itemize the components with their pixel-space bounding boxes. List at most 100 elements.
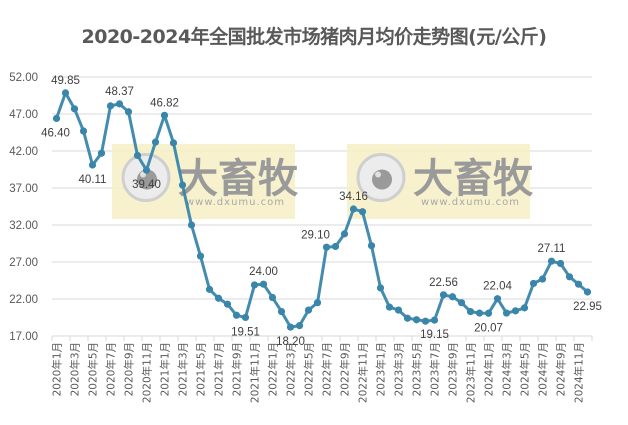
data-point-marker [313, 299, 322, 307]
data-point-marker [583, 288, 592, 296]
data-series-line [52, 89, 592, 331]
data-label: 27.11 [538, 243, 566, 255]
x-tick-label: 2020年11月 [141, 342, 154, 403]
data-point-marker [475, 309, 484, 317]
y-tick-label: 22.00 [9, 294, 38, 306]
data-point-marker [367, 242, 376, 250]
watermark-brand-text: 大畜牧 [413, 156, 534, 202]
data-point-marker [340, 230, 349, 238]
data-label: 46.82 [150, 97, 179, 109]
data-point-marker [88, 161, 97, 169]
data-point-marker [547, 257, 556, 265]
x-tick-label: 2024年7月 [537, 342, 550, 396]
data-point-marker [151, 138, 160, 146]
x-tick-label: 2021年5月 [195, 342, 208, 396]
x-tick-label: 2024年1月 [483, 342, 496, 396]
x-tick-label: 2024年5月 [519, 342, 532, 396]
data-label: 48.37 [105, 86, 134, 98]
x-tick-label: 2022年7月 [321, 342, 334, 396]
x-tick-label: 2023年1月 [375, 342, 388, 396]
data-point-marker [52, 114, 61, 123]
data-point-marker [466, 307, 475, 316]
x-tick-label: 2021年1月 [159, 342, 172, 396]
x-tick-label: 2023年9月 [447, 342, 460, 396]
data-point-marker [106, 102, 115, 110]
data-point-marker [349, 205, 358, 213]
y-tick-label: 17.00 [9, 331, 38, 343]
data-point-marker [412, 316, 421, 324]
y-tick-label: 37.00 [9, 183, 38, 195]
x-tick-label: 2024年9月 [555, 342, 568, 396]
x-tick-label: 2022年5月 [303, 342, 316, 396]
data-point-marker [376, 284, 385, 292]
data-point-marker [142, 166, 151, 174]
data-label: 24.00 [249, 266, 278, 278]
data-label: 34.16 [339, 191, 368, 203]
data-point-marker [574, 280, 583, 288]
x-tick-label: 2021年9月 [231, 342, 244, 396]
data-point-marker [430, 316, 439, 324]
data-point-marker [232, 311, 241, 319]
data-point-marker [124, 108, 133, 116]
data-point-marker [304, 306, 313, 314]
data-point-marker [214, 294, 223, 302]
y-tick-label: 32.00 [9, 220, 38, 232]
y-tick-label: 27.00 [9, 257, 38, 269]
watermark-brand-text: 大畜牧 [178, 156, 299, 202]
x-axis: 2020年1月 2020年3月 2020年5月 2020年7月 2020年9月 2020年… [51, 335, 593, 403]
x-tick-label: 2023年3月 [393, 342, 406, 396]
watermark-logo-highlight-icon [375, 171, 381, 178]
watermark-url-text: www.dxumu.com [186, 197, 285, 208]
data-point-marker [556, 259, 565, 268]
data-point-marker [493, 295, 502, 303]
watermark-logo-eye-icon [372, 169, 392, 190]
data-label: 22.56 [429, 277, 458, 289]
data-point-marker [70, 105, 79, 113]
x-tick-label: 2024年11月 [573, 342, 586, 403]
data-point-marker [484, 309, 493, 317]
x-tick-label: 2022年11月 [357, 342, 370, 403]
watermark-url-text: www.dxumu.com [421, 197, 520, 208]
x-tick-label: 2020年9月 [123, 342, 136, 396]
data-label: 22.95 [573, 301, 602, 313]
data-point-marker [160, 111, 169, 119]
x-tick-label: 2022年1月 [267, 342, 280, 396]
data-point-marker [97, 149, 106, 157]
data-point-marker [133, 151, 142, 160]
data-point-marker [268, 293, 277, 302]
data-label: 22.04 [483, 281, 512, 293]
data-point-marker [79, 127, 88, 135]
data-point-marker [223, 300, 232, 308]
data-point-marker [115, 100, 124, 108]
data-point-marker [565, 273, 574, 281]
chart-title: 2020-2024年全国批发市场猪肉月均价走势图(元/公斤) [81, 26, 547, 48]
x-tick-label: 2021年11月 [249, 342, 262, 403]
data-label: 18.20 [276, 336, 305, 348]
data-point-marker [529, 279, 538, 288]
data-point-marker [61, 89, 70, 97]
data-label: 20.07 [474, 322, 503, 334]
data-point-marker [358, 208, 367, 216]
data-point-marker [403, 314, 412, 322]
data-point-marker [322, 243, 331, 251]
data-labels: 46.40 49.85 40.11 48.37 39.40 46.82 19.51 24.00… [41, 75, 602, 348]
data-point-marker [394, 306, 403, 314]
x-tick-label: 2023年11月 [465, 342, 478, 403]
data-point-marker [169, 139, 178, 147]
x-tick-label: 2022年3月 [285, 342, 298, 396]
data-point-marker [286, 323, 295, 331]
data-point-marker [205, 285, 214, 293]
data-label: 49.85 [51, 75, 80, 87]
data-point-marker [178, 181, 187, 189]
data-point-marker [250, 281, 259, 289]
data-label: 29.10 [301, 229, 330, 241]
data-point-marker [331, 242, 340, 251]
data-label: 19.51 [231, 326, 260, 338]
data-point-marker [457, 299, 466, 307]
data-point-marker [502, 309, 511, 317]
x-tick-label: 2023年7月 [429, 342, 442, 396]
data-label: 19.15 [420, 329, 449, 341]
data-point-marker [241, 313, 250, 322]
